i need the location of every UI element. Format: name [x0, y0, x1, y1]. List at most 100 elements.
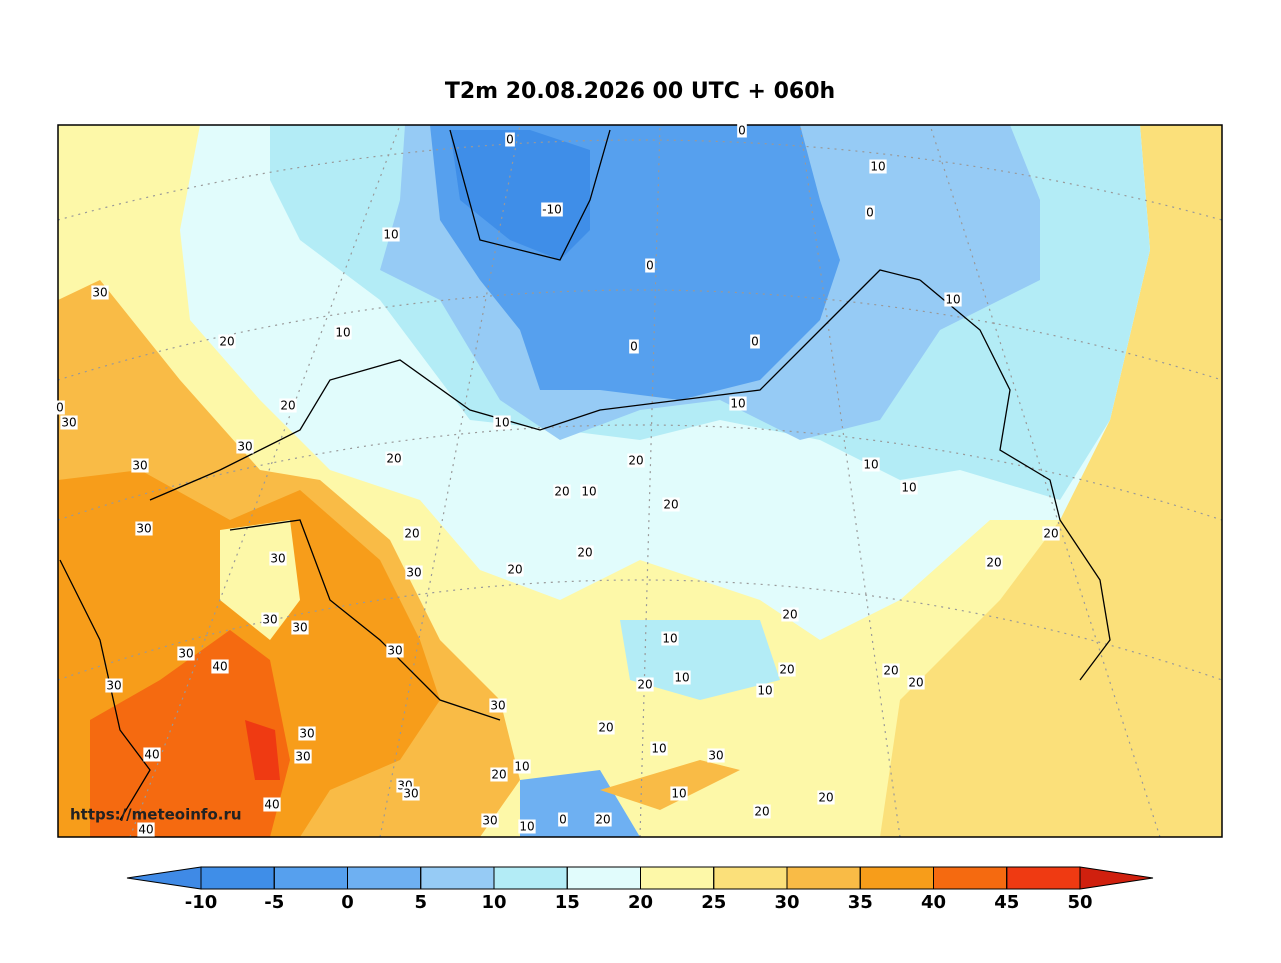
contour-label-bg	[518, 819, 536, 834]
mediterranean	[220, 520, 300, 640]
contour-label-bg	[756, 683, 774, 698]
contour-label-bg	[385, 451, 403, 466]
hottest-area	[245, 720, 280, 780]
contour-label-bg	[750, 334, 760, 349]
contour-label: 20	[782, 608, 797, 622]
contour-label: 10	[730, 397, 745, 411]
contour-label: 20	[598, 721, 613, 735]
colorbar-tick-label: 30	[774, 892, 799, 913]
colorbar-extend-high	[1079, 866, 1154, 890]
colorbar-box	[786, 866, 861, 890]
contour-label: 30	[237, 440, 252, 454]
colorbar-tick-label: 40	[921, 892, 946, 913]
colorbar-tick-label: 50	[1067, 892, 1092, 913]
contour-label: 20	[491, 768, 506, 782]
contour-label-bg	[662, 497, 680, 512]
contour-label: 20	[577, 546, 592, 560]
contour-label: -10	[542, 203, 562, 217]
contour-label-bg	[298, 726, 316, 741]
title: T2m 20.08.2026 00 UTC + 060h	[445, 79, 835, 104]
contour-label-bg	[91, 285, 109, 300]
colorbar-box	[273, 866, 348, 890]
contour-label: 10	[870, 160, 885, 174]
graticule	[58, 125, 1222, 837]
contour-label-bg	[636, 677, 654, 692]
contour-label-bg	[269, 551, 287, 566]
contour-label-bg	[263, 797, 281, 812]
contour-label: 40	[212, 660, 227, 674]
contour-label: 20	[637, 678, 652, 692]
contour-label-bg	[737, 123, 747, 138]
contour-label-bg	[218, 334, 236, 349]
contour-label: 20	[818, 791, 833, 805]
colorbar-tick-label: 15	[555, 892, 580, 913]
contour-label: 40	[138, 823, 153, 837]
contour-label: 10	[651, 742, 666, 756]
contour-label-bg	[402, 786, 420, 801]
contour-label: 30	[490, 699, 505, 713]
colorbar-box	[200, 866, 275, 890]
greenland-ice	[450, 130, 590, 260]
colorbar: -10 -5 0 5 10 15 20 25 30 35 40 45 50	[126, 866, 1154, 913]
contour-label: 30	[299, 727, 314, 741]
contour-label-bg	[177, 646, 195, 661]
colorbar-tick-label: -5	[264, 892, 284, 913]
contour-label-bg	[236, 439, 254, 454]
contour-label-bg	[137, 822, 155, 837]
contour-label-bg	[650, 741, 668, 756]
contour-label-bg	[386, 643, 404, 658]
colorbar-box	[933, 866, 1008, 890]
contour-label-bg	[506, 562, 524, 577]
contour-label-bg	[558, 812, 568, 827]
contour-label-bg	[661, 631, 679, 646]
contour-label: 20	[554, 485, 569, 499]
colorbar-box	[859, 866, 934, 890]
contour-label-bg	[279, 398, 297, 413]
contour-label: 10	[494, 416, 509, 430]
contour-label-bg	[505, 132, 515, 147]
contour-label-bg	[553, 484, 571, 499]
colorbar-box	[493, 866, 568, 890]
contour-label-bg	[645, 258, 655, 273]
contour-label: 0	[56, 401, 64, 415]
contour-label: 30	[708, 749, 723, 763]
contour-label: 10	[581, 485, 596, 499]
contour-label-bg	[294, 749, 312, 764]
contour-label-bg	[907, 675, 925, 690]
contour-label: 30	[92, 286, 107, 300]
contour-label: 20	[219, 335, 234, 349]
contour-label-bg	[493, 415, 511, 430]
contour-label: 20	[595, 813, 610, 827]
contour-label-bg	[576, 545, 594, 560]
contour-label-bg	[670, 786, 688, 801]
contour-label: 30	[387, 644, 402, 658]
contour-label-bg	[403, 526, 421, 541]
contour-label: 20	[404, 527, 419, 541]
contour-label: 30	[403, 787, 418, 801]
contour-label: 0	[738, 124, 746, 138]
contour-label: 30	[292, 621, 307, 635]
contour-label: 20	[280, 399, 295, 413]
contour-label-bg	[405, 565, 423, 580]
contour-label-bg	[778, 662, 796, 677]
contour-label-bg	[869, 159, 887, 174]
contour-label: 0	[506, 133, 514, 147]
contour-label: 30	[132, 459, 147, 473]
contour-label: 30	[106, 679, 121, 693]
contour-label: 20	[908, 676, 923, 690]
contour-label: 10	[945, 293, 960, 307]
contour-label-bg	[753, 804, 771, 819]
contour-label: 20	[663, 498, 678, 512]
colorbar-box	[420, 866, 495, 890]
contour-label-bg	[211, 659, 229, 674]
contour-label: 40	[264, 798, 279, 812]
contour-label: 10	[662, 632, 677, 646]
contour-label: 20	[507, 563, 522, 577]
coastlines	[59, 129, 1111, 821]
contour-label-bg	[673, 670, 691, 685]
contour-label: 10	[863, 458, 878, 472]
contour-label-bg	[627, 453, 645, 468]
contour-label-bg	[131, 458, 149, 473]
